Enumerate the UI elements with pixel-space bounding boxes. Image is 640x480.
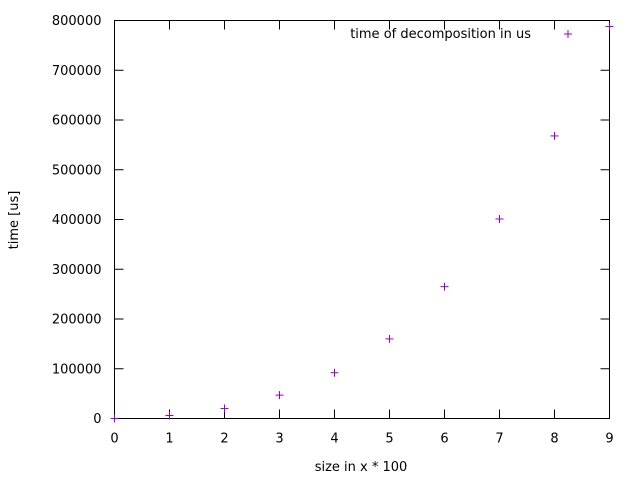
x-tick-label: 7 [495,432,503,447]
x-tick-label: 9 [605,432,613,447]
x-tick: 4 [330,20,339,447]
x-tick: 6 [440,20,449,447]
legend-marker [564,30,572,38]
y-tick-label: 0 [93,412,101,427]
y-tick-label: 600000 [52,114,102,129]
x-tick-label: 4 [330,432,338,447]
x-tick: 3 [275,20,284,447]
x-tick: 1 [165,20,174,447]
y-tick: 0 [93,412,610,427]
x-tick: 5 [385,20,394,447]
y-tick: 100000 [52,362,610,377]
y-axis-label: time [us] [7,191,22,250]
y-tick-label: 800000 [52,14,102,29]
x-tick-label: 1 [165,432,173,447]
x-axis-label: size in x * 100 [315,460,408,475]
y-tick-label: 100000 [52,362,102,377]
y-tick: 600000 [52,114,610,129]
y-tick: 400000 [52,213,610,228]
y-tick-label: 700000 [52,64,102,79]
y-tick-label: 500000 [52,163,102,178]
data-point [440,282,449,291]
y-tick: 300000 [52,263,610,278]
data-point [220,404,229,413]
y-axis-ticks: 0 100000 200000 300000 400000 500000 600000 700… [52,14,610,427]
y-tick-label: 400000 [52,213,102,228]
x-tick-label: 0 [110,432,118,447]
data-point [385,334,394,343]
data-point [495,215,504,224]
data-points [110,22,614,423]
data-point [165,411,174,420]
data-point [110,414,119,423]
legend-label: time of decomposition in us [350,27,531,42]
x-tick-label: 6 [440,432,448,447]
x-tick-label: 8 [550,432,558,447]
x-tick: 8 [550,20,559,447]
x-tick-label: 2 [220,432,228,447]
y-tick: 800000 [52,14,610,29]
x-tick-label: 5 [385,432,393,447]
y-tick-label: 200000 [52,313,102,328]
x-tick-label: 3 [275,432,283,447]
data-point [275,391,284,400]
data-point [330,368,339,377]
y-tick: 700000 [52,64,610,79]
plot-frame [114,20,610,419]
y-tick: 500000 [52,163,610,178]
data-point [605,22,614,31]
y-tick: 200000 [52,313,610,328]
x-axis-ticks: 0 1 2 3 4 5 6 7 8 9 [110,20,614,447]
x-tick: 2 [220,20,229,447]
data-point [550,131,559,140]
legend: time of decomposition in us [350,27,572,42]
x-tick: 7 [495,20,504,447]
y-tick-label: 300000 [52,263,102,278]
